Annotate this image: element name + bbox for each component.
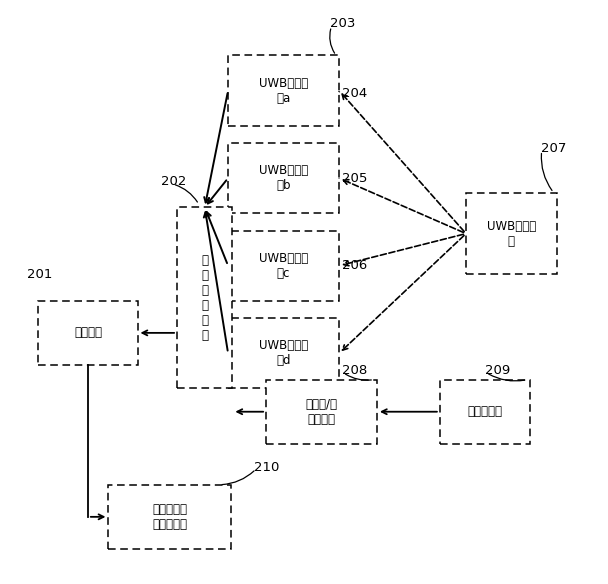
Text: 207: 207 [541,142,566,155]
Text: 嵌
入
式
处
理
器: 嵌 入 式 处 理 器 [201,254,208,342]
Text: 通信模块: 通信模块 [74,326,102,339]
Text: 204: 204 [342,87,367,100]
FancyBboxPatch shape [228,143,339,213]
FancyBboxPatch shape [440,380,530,444]
Text: UWB发射芯
片: UWB发射芯 片 [486,220,536,248]
Text: 麦克风阵列: 麦克风阵列 [468,405,503,418]
Text: UWB定位芯
片d: UWB定位芯 片d [259,339,308,367]
Text: 205: 205 [342,172,367,185]
Text: 远端语音无
线发送模块: 远端语音无 线发送模块 [152,503,187,531]
Text: 209: 209 [485,364,510,377]
FancyBboxPatch shape [266,380,377,444]
Text: 201: 201 [27,268,52,281]
FancyBboxPatch shape [177,207,232,388]
FancyBboxPatch shape [228,231,339,301]
FancyBboxPatch shape [108,485,231,549]
FancyBboxPatch shape [228,55,339,126]
Text: 203: 203 [330,17,356,30]
FancyBboxPatch shape [38,301,137,365]
Text: UWB定位芯
片c: UWB定位芯 片c [259,252,308,280]
Text: 多路模/数
转换芯片: 多路模/数 转换芯片 [306,398,337,426]
Text: UWB定位芯
片b: UWB定位芯 片b [259,164,308,192]
Text: 202: 202 [161,175,186,187]
FancyBboxPatch shape [466,193,556,274]
Text: UWB定位芯
片a: UWB定位芯 片a [259,77,308,105]
Text: 206: 206 [342,259,367,272]
Text: 208: 208 [342,364,367,377]
Text: 210: 210 [254,461,280,474]
FancyBboxPatch shape [228,318,339,388]
